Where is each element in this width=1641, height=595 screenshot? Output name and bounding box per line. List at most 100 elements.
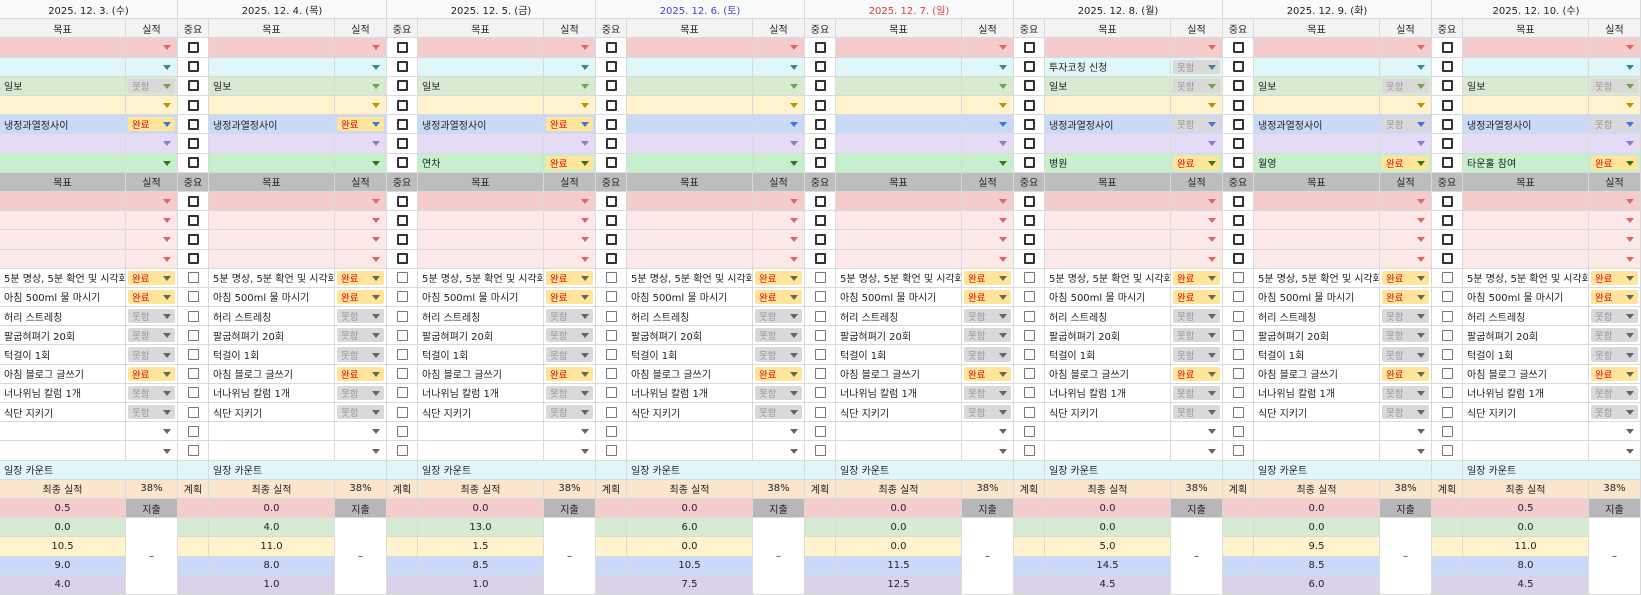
checkbox[interactable] — [605, 99, 617, 111]
dropdown-arrow[interactable] — [163, 256, 171, 262]
checkbox[interactable] — [814, 99, 826, 111]
checkbox[interactable] — [1441, 80, 1453, 92]
checkbox[interactable] — [1232, 406, 1244, 418]
dropdown-arrow[interactable] — [790, 141, 798, 147]
dropdown-arrow[interactable] — [999, 352, 1007, 358]
dropdown-arrow[interactable] — [1626, 371, 1634, 377]
dropdown-arrow[interactable] — [1417, 314, 1425, 320]
dropdown-arrow[interactable] — [1626, 160, 1634, 166]
checkbox[interactable] — [396, 214, 408, 226]
checkbox[interactable] — [1441, 195, 1453, 207]
checkbox[interactable] — [1441, 272, 1453, 284]
checkbox[interactable] — [396, 137, 408, 149]
checkbox[interactable] — [1232, 387, 1244, 399]
checkbox[interactable] — [1232, 99, 1244, 111]
checkbox[interactable] — [605, 329, 617, 341]
dropdown-arrow[interactable] — [790, 199, 798, 205]
dropdown-arrow[interactable] — [163, 410, 171, 416]
checkbox[interactable] — [187, 99, 199, 111]
dropdown-arrow[interactable] — [1417, 199, 1425, 205]
dropdown-arrow[interactable] — [1208, 218, 1216, 224]
dropdown-arrow[interactable] — [790, 64, 798, 70]
dropdown-arrow[interactable] — [372, 64, 380, 70]
checkbox[interactable] — [1441, 368, 1453, 380]
dropdown-arrow[interactable] — [163, 122, 171, 128]
dropdown-arrow[interactable] — [1626, 314, 1634, 320]
checkbox[interactable] — [814, 272, 826, 284]
dropdown-arrow[interactable] — [1417, 448, 1425, 454]
dropdown-arrow[interactable] — [1208, 122, 1216, 128]
dropdown-arrow[interactable] — [581, 103, 589, 109]
dropdown-arrow[interactable] — [581, 45, 589, 51]
dropdown-arrow[interactable] — [163, 333, 171, 339]
checkbox[interactable] — [814, 137, 826, 149]
dropdown-arrow[interactable] — [1208, 237, 1216, 243]
checkbox[interactable] — [187, 387, 199, 399]
dropdown-arrow[interactable] — [1417, 256, 1425, 262]
checkbox[interactable] — [1441, 310, 1453, 322]
dropdown-arrow[interactable] — [1417, 237, 1425, 243]
checkbox[interactable] — [187, 253, 199, 265]
dropdown-arrow[interactable] — [372, 141, 380, 147]
checkbox[interactable] — [605, 214, 617, 226]
dropdown-arrow[interactable] — [1626, 333, 1634, 339]
dropdown-arrow[interactable] — [1626, 218, 1634, 224]
checkbox[interactable] — [1441, 157, 1453, 169]
dropdown-arrow[interactable] — [790, 237, 798, 243]
dropdown-arrow[interactable] — [1208, 314, 1216, 320]
dropdown-arrow[interactable] — [790, 122, 798, 128]
dropdown-arrow[interactable] — [999, 218, 1007, 224]
checkbox[interactable] — [605, 253, 617, 265]
dropdown-arrow[interactable] — [1208, 294, 1216, 300]
checkbox[interactable] — [605, 349, 617, 361]
dropdown-arrow[interactable] — [1626, 237, 1634, 243]
dropdown-arrow[interactable] — [790, 429, 798, 435]
dropdown-arrow[interactable] — [581, 429, 589, 435]
dropdown-arrow[interactable] — [372, 275, 380, 281]
checkbox[interactable] — [187, 272, 199, 284]
dropdown-arrow[interactable] — [372, 314, 380, 320]
checkbox[interactable] — [605, 41, 617, 53]
checkbox[interactable] — [396, 349, 408, 361]
checkbox[interactable] — [605, 80, 617, 92]
dropdown-arrow[interactable] — [790, 333, 798, 339]
checkbox[interactable] — [396, 233, 408, 245]
dropdown-arrow[interactable] — [999, 275, 1007, 281]
dropdown-arrow[interactable] — [163, 141, 171, 147]
checkbox[interactable] — [605, 368, 617, 380]
checkbox[interactable] — [605, 61, 617, 73]
dropdown-arrow[interactable] — [581, 141, 589, 147]
dropdown-arrow[interactable] — [999, 103, 1007, 109]
dropdown-arrow[interactable] — [163, 371, 171, 377]
dropdown-arrow[interactable] — [1626, 64, 1634, 70]
dropdown-arrow[interactable] — [1626, 199, 1634, 205]
dropdown-arrow[interactable] — [581, 237, 589, 243]
dropdown-arrow[interactable] — [999, 64, 1007, 70]
checkbox[interactable] — [187, 233, 199, 245]
dropdown-arrow[interactable] — [581, 352, 589, 358]
checkbox[interactable] — [1232, 157, 1244, 169]
dropdown-arrow[interactable] — [1626, 103, 1634, 109]
dropdown-arrow[interactable] — [1626, 141, 1634, 147]
checkbox[interactable] — [1441, 118, 1453, 130]
checkbox[interactable] — [1441, 253, 1453, 265]
dropdown-arrow[interactable] — [1417, 294, 1425, 300]
checkbox[interactable] — [1441, 406, 1453, 418]
checkbox[interactable] — [814, 118, 826, 130]
checkbox[interactable] — [187, 291, 199, 303]
dropdown-arrow[interactable] — [999, 122, 1007, 128]
dropdown-arrow[interactable] — [790, 83, 798, 89]
dropdown-arrow[interactable] — [1626, 256, 1634, 262]
dropdown-arrow[interactable] — [1417, 429, 1425, 435]
checkbox[interactable] — [814, 41, 826, 53]
checkbox[interactable] — [1441, 425, 1453, 437]
dropdown-arrow[interactable] — [790, 371, 798, 377]
dropdown-arrow[interactable] — [790, 103, 798, 109]
dropdown-arrow[interactable] — [790, 410, 798, 416]
checkbox[interactable] — [187, 61, 199, 73]
dropdown-arrow[interactable] — [1417, 64, 1425, 70]
checkbox[interactable] — [1441, 99, 1453, 111]
checkbox[interactable] — [396, 406, 408, 418]
checkbox[interactable] — [396, 425, 408, 437]
checkbox[interactable] — [814, 61, 826, 73]
